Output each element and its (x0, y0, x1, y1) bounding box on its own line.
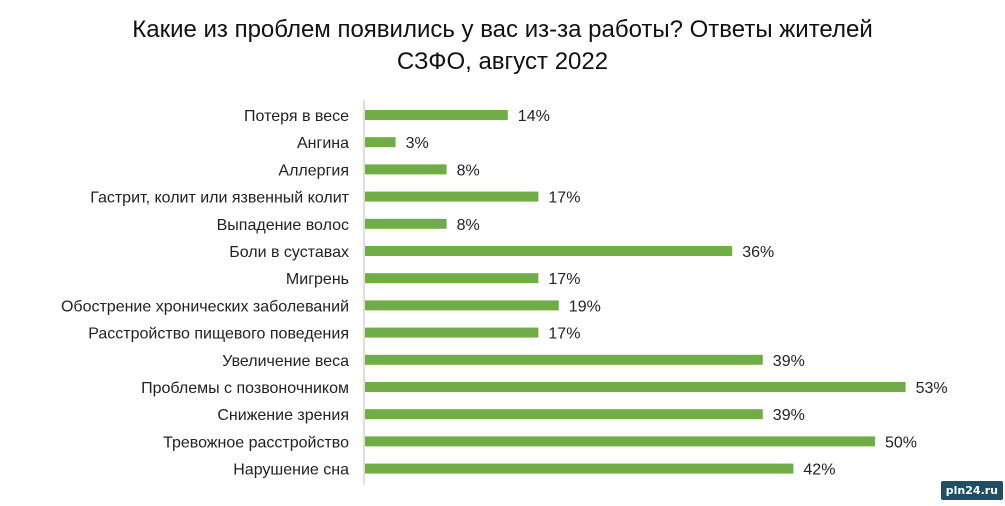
bar (365, 409, 763, 420)
category-label: Боли в суставах (229, 244, 349, 261)
category-label: Гастрит, колит или язвенный колит (90, 190, 349, 207)
data-label: 53% (916, 380, 948, 397)
chart-title-line1: Какие из проблем появились у вас из-за р… (132, 16, 873, 43)
bar (365, 191, 539, 202)
data-label: 17% (548, 326, 580, 343)
data-label: 42% (803, 462, 835, 479)
bar (365, 463, 794, 474)
chart-title-line2: СЗФО, август 2022 (396, 48, 609, 75)
data-label: 17% (548, 271, 580, 288)
bar (365, 327, 539, 338)
category-label: Обострение хронических заболеваний (61, 298, 349, 315)
data-label: 8% (457, 217, 480, 234)
category-label: Увеличение веса (222, 353, 349, 370)
watermark-logo: pln24.ru (940, 481, 1003, 500)
data-label: 17% (548, 190, 580, 207)
category-label: Аллергия (278, 162, 349, 179)
data-label: 36% (742, 244, 774, 261)
data-label: 14% (518, 108, 550, 125)
bar (365, 218, 447, 229)
chart-title: Какие из проблем появились у вас из-за р… (0, 14, 1005, 78)
category-label: Нарушение сна (233, 462, 349, 479)
bar (365, 137, 396, 148)
category-label: Снижение зрения (217, 407, 349, 424)
category-label: Мигрень (286, 271, 349, 288)
category-label: Проблемы с позвоночником (141, 380, 349, 397)
bar (365, 164, 447, 175)
bar (365, 110, 508, 120)
category-label: Тревожное расстройство (163, 434, 349, 451)
category-label: Потеря в весе (244, 108, 349, 125)
bar (365, 300, 559, 311)
data-label: 8% (457, 162, 480, 179)
bar (365, 436, 875, 447)
bar (365, 382, 906, 392)
data-label: 19% (569, 298, 601, 315)
category-label: Выпадение волос (217, 217, 349, 234)
bar (365, 354, 763, 365)
data-label: 3% (406, 135, 429, 152)
bar (365, 273, 539, 284)
bar (365, 246, 733, 256)
data-label: 50% (885, 434, 917, 451)
category-label: Ангина (297, 135, 349, 152)
data-label: 39% (773, 353, 805, 370)
category-label: Расстройство пищевого поведения (88, 326, 349, 343)
data-label: 39% (773, 407, 805, 424)
